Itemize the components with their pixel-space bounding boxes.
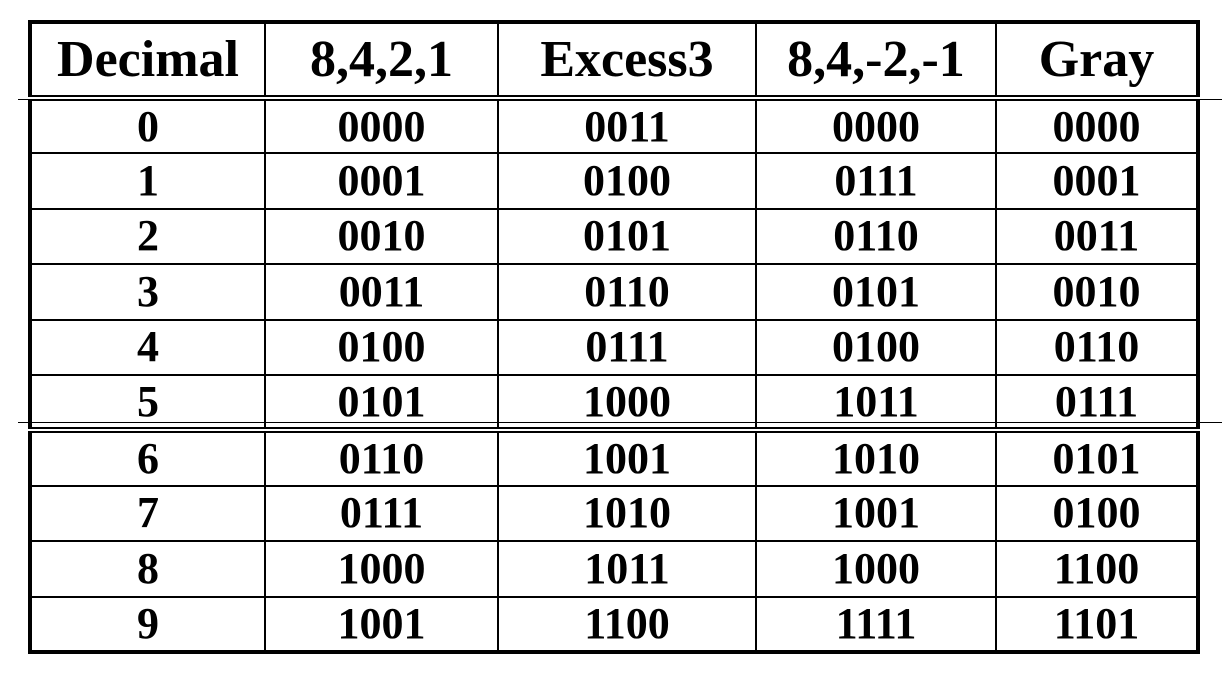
- cell-84-2-1: 1111: [755, 595, 997, 654]
- cell-84-2-1: 1011: [755, 373, 997, 432]
- table-row: 4 0100 0111 0100 0110: [29, 318, 1199, 376]
- cell-8421: 0110: [264, 427, 499, 487]
- header-gray: Gray: [995, 21, 1199, 101]
- cell-8421: 0000: [264, 96, 499, 155]
- table-row: 1 0001 0100 0111 0001: [29, 152, 1199, 210]
- cell-84-2-1: 0111: [755, 152, 997, 210]
- cell-gray: 0010: [995, 263, 1199, 321]
- cell-gray: 0011: [995, 207, 1199, 266]
- cell-decimal: 2: [29, 207, 266, 266]
- cell-gray: 0001: [995, 152, 1199, 210]
- header-84-2-1: 8,4,-2,-1: [755, 21, 997, 101]
- header-decimal: Decimal: [29, 21, 266, 101]
- cell-8421: 1000: [264, 540, 499, 598]
- cell-84-2-1: 1010: [755, 427, 997, 487]
- table-row: 7 0111 1010 1001 0100: [29, 484, 1199, 543]
- cell-8421: 0111: [264, 484, 499, 543]
- cell-decimal: 4: [29, 318, 266, 376]
- cell-gray: 0110: [995, 318, 1199, 376]
- cell-decimal: 9: [29, 595, 266, 654]
- bcd-code-table: Decimal 8,4,2,1 Excess3 8,4,-2,-1 Gray 0…: [28, 20, 1200, 654]
- cell-excess3: 0011: [497, 96, 757, 155]
- cell-8421: 0001: [264, 152, 499, 210]
- header-excess3: Excess3: [497, 21, 757, 101]
- cell-8421: 1001: [264, 595, 499, 654]
- cell-excess3: 1100: [497, 595, 757, 654]
- cell-decimal: 8: [29, 540, 266, 598]
- cell-8421: 0011: [264, 263, 499, 321]
- cell-84-2-1: 1001: [755, 484, 997, 543]
- table-row: 9 1001 1100 1111 1101: [29, 595, 1199, 654]
- cell-gray: 1101: [995, 595, 1199, 654]
- table-row: 5 0101 1000 1011 0111: [29, 373, 1199, 432]
- cell-decimal: 5: [29, 373, 266, 432]
- cell-gray: 1100: [995, 540, 1199, 598]
- table-row: 3 0011 0110 0101 0010: [29, 263, 1199, 321]
- cell-gray: 0111: [995, 373, 1199, 432]
- cell-84-2-1: 0110: [755, 207, 997, 266]
- cell-8421: 0100: [264, 318, 499, 376]
- header-8421: 8,4,2,1: [264, 21, 499, 101]
- table-row: 8 1000 1011 1000 1100: [29, 540, 1199, 598]
- table-row: 0 0000 0011 0000 0000: [29, 96, 1199, 155]
- cell-decimal: 6: [29, 427, 266, 487]
- cell-gray: 0101: [995, 427, 1199, 487]
- table-row: 2 0010 0101 0110 0011: [29, 207, 1199, 266]
- cell-8421: 0010: [264, 207, 499, 266]
- table-row: 6 0110 1001 1010 0101: [29, 427, 1199, 487]
- cell-excess3: 0111: [497, 318, 757, 376]
- cell-excess3: 0101: [497, 207, 757, 266]
- cell-gray: 0000: [995, 96, 1199, 155]
- cell-decimal: 7: [29, 484, 266, 543]
- header-row: Decimal 8,4,2,1 Excess3 8,4,-2,-1 Gray: [29, 21, 1199, 101]
- cell-excess3: 1000: [497, 373, 757, 432]
- cell-excess3: 0110: [497, 263, 757, 321]
- cell-84-2-1: 0101: [755, 263, 997, 321]
- cell-excess3: 1001: [497, 427, 757, 487]
- cell-84-2-1: 0000: [755, 96, 997, 155]
- cell-decimal: 0: [29, 96, 266, 155]
- cell-decimal: 1: [29, 152, 266, 210]
- cell-excess3: 1010: [497, 484, 757, 543]
- cell-excess3: 0100: [497, 152, 757, 210]
- cell-84-2-1: 0100: [755, 318, 997, 376]
- cell-8421: 0101: [264, 373, 499, 432]
- cell-decimal: 3: [29, 263, 266, 321]
- cell-84-2-1: 1000: [755, 540, 997, 598]
- cell-gray: 0100: [995, 484, 1199, 543]
- cell-excess3: 1011: [497, 540, 757, 598]
